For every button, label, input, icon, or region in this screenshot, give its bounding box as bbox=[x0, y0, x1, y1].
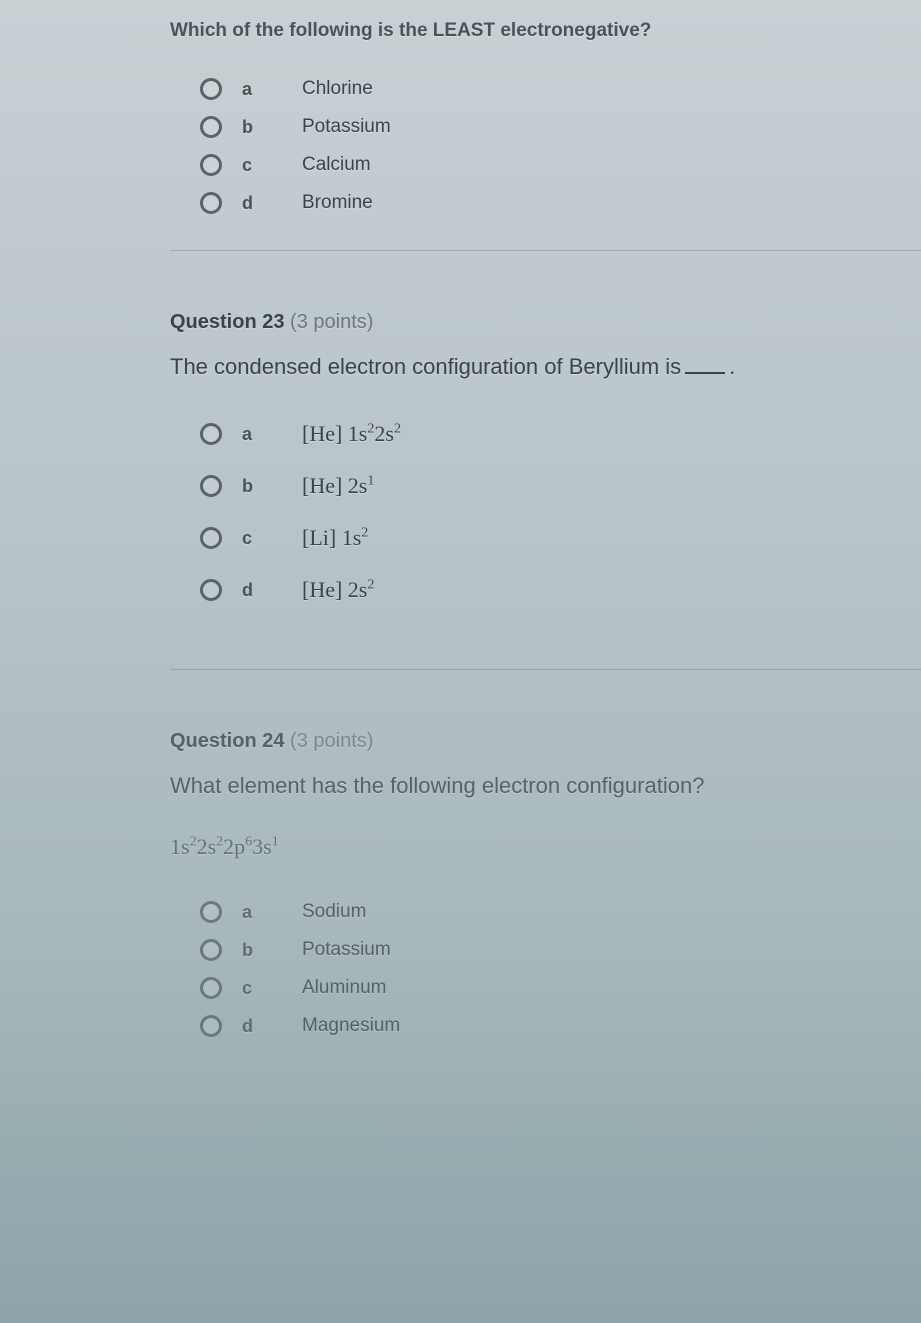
radio-icon[interactable] bbox=[200, 154, 222, 176]
option-letter: d bbox=[242, 193, 272, 214]
radio-icon[interactable] bbox=[200, 116, 222, 138]
option-letter: c bbox=[242, 528, 272, 549]
question-number: Question 24 bbox=[170, 730, 284, 752]
q23-option-c[interactable]: c [Li] 1s2 bbox=[200, 519, 921, 557]
question-points: (3 points) bbox=[290, 730, 373, 752]
question-24-formula: 1s22s22p63s1 bbox=[170, 834, 921, 860]
radio-icon[interactable] bbox=[200, 78, 222, 100]
option-text: Aluminum bbox=[302, 977, 386, 999]
option-formula: [He] 2s1 bbox=[302, 473, 374, 499]
divider bbox=[170, 250, 921, 251]
option-letter: a bbox=[242, 902, 272, 923]
question-24-prompt: What element has the following electron … bbox=[170, 773, 921, 799]
question-23-block: Question 23 (3 points) The condensed ele… bbox=[0, 311, 921, 720]
option-formula: [He] 1s22s2 bbox=[302, 421, 401, 447]
option-letter: b bbox=[242, 476, 272, 497]
radio-icon[interactable] bbox=[200, 192, 222, 214]
option-letter: c bbox=[242, 978, 272, 999]
question-22-block: Which of the following is the LEAST elec… bbox=[0, 0, 921, 301]
q22-option-d[interactable]: d Bromine bbox=[200, 186, 921, 220]
option-letter: a bbox=[242, 79, 272, 100]
radio-icon[interactable] bbox=[200, 939, 222, 961]
option-text: Potassium bbox=[302, 939, 391, 961]
q24-option-b[interactable]: b Potassium bbox=[200, 933, 921, 967]
option-text: Magnesium bbox=[302, 1015, 400, 1037]
radio-icon[interactable] bbox=[200, 1015, 222, 1037]
prompt-text-pre: The condensed electron configuration of … bbox=[170, 354, 681, 379]
radio-icon[interactable] bbox=[200, 579, 222, 601]
q24-option-c[interactable]: c Aluminum bbox=[200, 971, 921, 1005]
option-text: Potassium bbox=[302, 116, 391, 138]
option-formula: [Li] 1s2 bbox=[302, 525, 368, 551]
q22-option-c[interactable]: c Calcium bbox=[200, 148, 921, 182]
q24-option-d[interactable]: d Magnesium bbox=[200, 1009, 921, 1043]
option-letter: d bbox=[242, 1016, 272, 1037]
q24-option-a[interactable]: a Sodium bbox=[200, 895, 921, 929]
divider bbox=[170, 669, 921, 670]
option-letter: a bbox=[242, 424, 272, 445]
question-24-block: Question 24 (3 points) What element has … bbox=[0, 730, 921, 1087]
option-text: Chlorine bbox=[302, 78, 373, 100]
q23-option-d[interactable]: d [He] 2s2 bbox=[200, 571, 921, 609]
option-letter: c bbox=[242, 155, 272, 176]
radio-icon[interactable] bbox=[200, 527, 222, 549]
question-23-prompt: The condensed electron configuration of … bbox=[170, 354, 921, 380]
q22-option-b[interactable]: b Potassium bbox=[200, 110, 921, 144]
option-formula: [He] 2s2 bbox=[302, 577, 374, 603]
question-number: Question 23 bbox=[170, 311, 284, 333]
radio-icon[interactable] bbox=[200, 901, 222, 923]
prompt-text-post: . bbox=[729, 354, 735, 379]
question-points: (3 points) bbox=[290, 311, 373, 333]
option-text: Bromine bbox=[302, 192, 373, 214]
q22-option-a[interactable]: a Chlorine bbox=[200, 72, 921, 106]
option-letter: b bbox=[242, 940, 272, 961]
radio-icon[interactable] bbox=[200, 423, 222, 445]
question-22-prompt: Which of the following is the LEAST elec… bbox=[170, 20, 921, 42]
question-24-header: Question 24 (3 points) bbox=[170, 730, 921, 753]
option-text: Calcium bbox=[302, 154, 371, 176]
q23-option-a[interactable]: a [He] 1s22s2 bbox=[200, 415, 921, 453]
radio-icon[interactable] bbox=[200, 475, 222, 497]
question-23-header: Question 23 (3 points) bbox=[170, 311, 921, 334]
radio-icon[interactable] bbox=[200, 977, 222, 999]
blank-fill bbox=[685, 372, 725, 374]
q23-option-b[interactable]: b [He] 2s1 bbox=[200, 467, 921, 505]
option-letter: b bbox=[242, 117, 272, 138]
option-letter: d bbox=[242, 580, 272, 601]
option-text: Sodium bbox=[302, 901, 366, 923]
